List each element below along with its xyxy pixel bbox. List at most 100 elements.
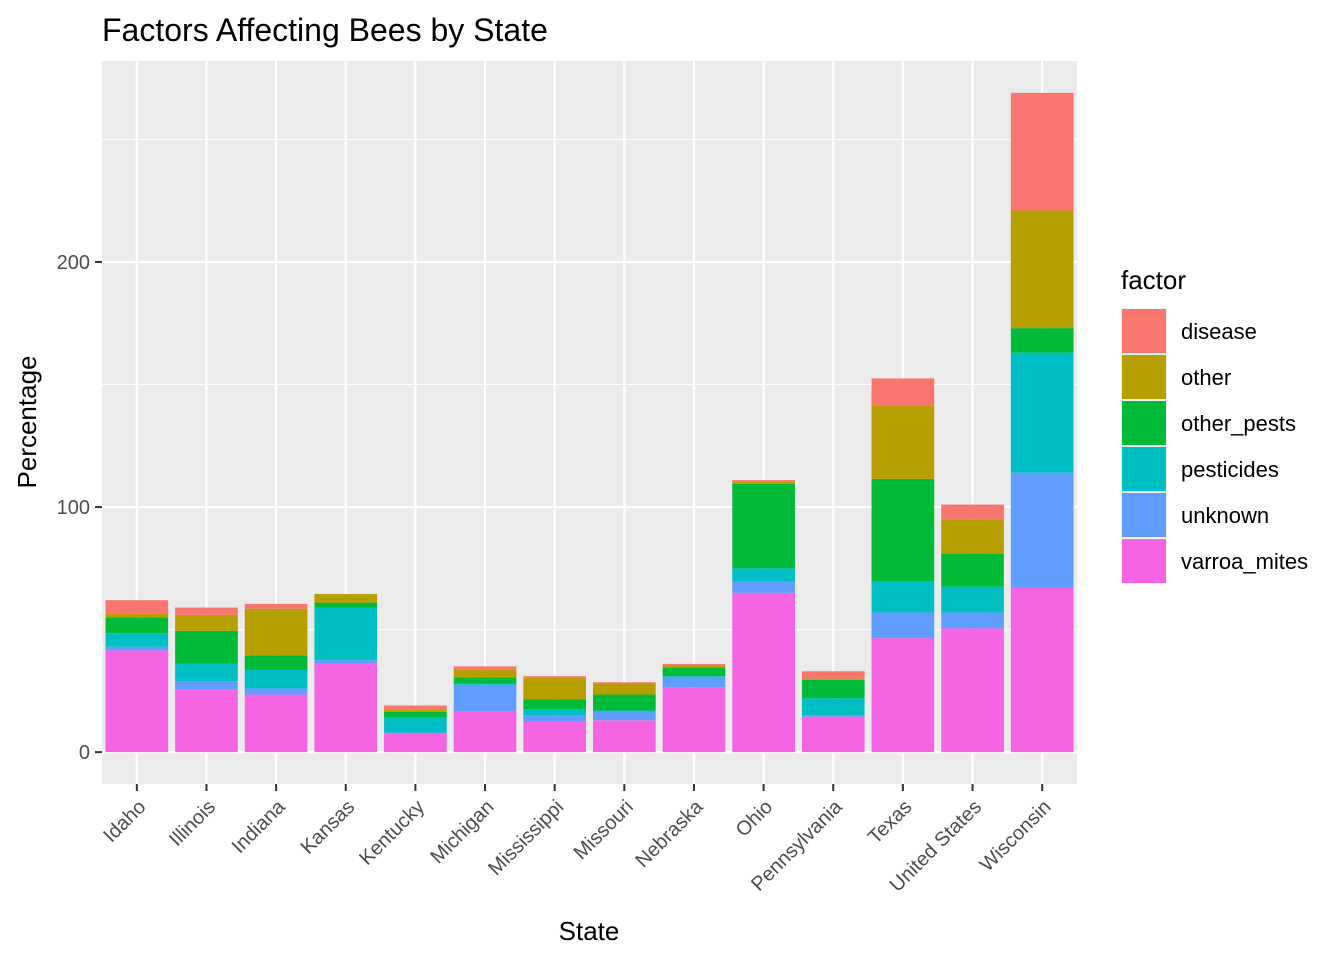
legend-swatch-disease bbox=[1122, 309, 1166, 353]
bar-segment-pesticides bbox=[592, 710, 656, 712]
bar-segment-other bbox=[314, 594, 378, 603]
bar-segment-disease bbox=[523, 676, 587, 678]
bar-segment-varroa_mites bbox=[732, 592, 795, 753]
bar-segment-pesticides bbox=[871, 581, 935, 613]
bar-segment-disease bbox=[384, 705, 447, 710]
bar-segment-unknown bbox=[244, 688, 308, 695]
bar-segment-other_pests bbox=[941, 553, 1004, 587]
x-tick-label: Kansas bbox=[297, 796, 360, 859]
bar-segment-pesticides bbox=[662, 676, 726, 678]
bar-segment-varroa_mites bbox=[384, 733, 447, 753]
legend-title: factor bbox=[1121, 265, 1186, 295]
bar-segment-other_pests bbox=[662, 667, 726, 677]
bar-segment-other bbox=[871, 405, 935, 479]
bar-segment-varroa_mites bbox=[592, 720, 656, 753]
y-tick-label: 100 bbox=[57, 497, 90, 519]
bar-segment-varroa_mites bbox=[801, 716, 865, 753]
bar-segment-varroa_mites bbox=[314, 663, 378, 753]
bar-segment-pesticides bbox=[453, 683, 517, 685]
bar-segment-unknown bbox=[592, 711, 656, 721]
bar-segment-other bbox=[1010, 210, 1074, 329]
legend-swatch-other bbox=[1122, 355, 1166, 399]
legend-label: disease bbox=[1181, 319, 1257, 344]
bar-segment-other_pests bbox=[175, 630, 238, 664]
bar-segment-disease bbox=[801, 671, 865, 679]
bar-segment-other bbox=[105, 613, 169, 618]
x-tick-label: Wisconsin bbox=[976, 796, 1056, 876]
bar-segment-pesticides bbox=[314, 607, 378, 661]
bar-segment-other_pests bbox=[314, 602, 378, 608]
bar-segment-other bbox=[732, 481, 795, 484]
bar-segment-other_pests bbox=[523, 699, 587, 710]
bar-segment-disease bbox=[871, 378, 935, 406]
legend-label: pesticides bbox=[1181, 457, 1279, 482]
bar-segment-unknown bbox=[314, 660, 378, 664]
bar-segment-other_pests bbox=[1010, 328, 1074, 353]
bar-segment-other bbox=[662, 665, 726, 668]
bar-segment-pesticides bbox=[244, 670, 308, 689]
bars bbox=[105, 92, 1074, 753]
bar-segment-unknown bbox=[941, 612, 1004, 629]
bar-segment-other_pests bbox=[592, 694, 656, 711]
y-axis-title: Percentage bbox=[12, 356, 42, 489]
legend-label: varroa_mites bbox=[1181, 549, 1308, 574]
bar-segment-other bbox=[941, 519, 1004, 554]
bar-segment-unknown bbox=[175, 681, 238, 690]
legend-swatch-pesticides bbox=[1122, 447, 1166, 491]
x-tick-label: Texas bbox=[864, 796, 917, 849]
bar-segment-other bbox=[453, 670, 517, 678]
y-axis: 0 100 200 bbox=[57, 252, 102, 764]
bar-segment-disease bbox=[244, 603, 308, 609]
x-tick-label: Missouri bbox=[570, 796, 638, 864]
bar-segment-varroa_mites bbox=[871, 638, 935, 753]
bar-segment-varroa_mites bbox=[105, 650, 169, 753]
bar-segment-unknown bbox=[732, 581, 795, 593]
bar-segment-other bbox=[592, 683, 656, 695]
bar-segment-other_pests bbox=[384, 711, 447, 718]
bar-segment-pesticides bbox=[1010, 352, 1074, 473]
bar-segment-disease bbox=[453, 666, 517, 671]
bar-segment-other_pests bbox=[871, 478, 935, 582]
bar-segment-varroa_mites bbox=[175, 689, 238, 753]
bar-segment-unknown bbox=[801, 715, 865, 717]
bar-segment-other_pests bbox=[801, 679, 865, 699]
x-tick-label: Illinois bbox=[165, 796, 220, 851]
legend-label: other_pests bbox=[1181, 411, 1296, 436]
x-tick-label: Kentucky bbox=[355, 796, 429, 870]
bar-segment-other bbox=[801, 678, 865, 680]
legend-swatch-varroa_mites bbox=[1122, 539, 1166, 583]
bar-segment-disease bbox=[941, 504, 1004, 520]
y-tick-label: 0 bbox=[79, 742, 90, 764]
bar-segment-disease bbox=[1010, 92, 1074, 211]
bar-segment-other bbox=[523, 677, 587, 700]
bar-segment-other bbox=[384, 709, 447, 712]
legend-label: other bbox=[1181, 365, 1231, 390]
bar-segment-unknown bbox=[662, 677, 726, 688]
x-tick-label: Idaho bbox=[99, 796, 150, 847]
bar-segment-varroa_mites bbox=[941, 628, 1004, 753]
bar-segment-pesticides bbox=[801, 698, 865, 716]
bar-segment-disease bbox=[105, 600, 169, 614]
bar-segment-unknown bbox=[384, 732, 447, 734]
bar-segment-unknown bbox=[871, 612, 935, 639]
bar-segment-varroa_mites bbox=[453, 711, 517, 753]
bar-segment-varroa_mites bbox=[1010, 587, 1074, 753]
x-tick-label: Indiana bbox=[228, 795, 291, 858]
bar-segment-disease bbox=[662, 663, 726, 666]
bar-segment-disease bbox=[592, 682, 656, 684]
x-axis-title: State bbox=[559, 916, 620, 946]
legend-swatch-other_pests bbox=[1122, 401, 1166, 445]
chart-title: Factors Affecting Bees by State bbox=[102, 12, 548, 48]
legend: factor disease other other_pests pesticides… bbox=[1121, 265, 1308, 584]
y-tick-label: 200 bbox=[57, 252, 90, 274]
bar-segment-varroa_mites bbox=[523, 721, 587, 753]
bar-segment-other_pests bbox=[732, 483, 795, 569]
x-tick-label: Mississippi bbox=[484, 796, 568, 880]
bar-segment-other_pests bbox=[105, 617, 169, 634]
bar-segment-disease bbox=[175, 607, 238, 615]
bar-segment-pesticides bbox=[105, 633, 169, 647]
legend-label: unknown bbox=[1181, 503, 1269, 528]
bar-segment-pesticides bbox=[523, 709, 587, 716]
bar-segment-pesticides bbox=[732, 568, 795, 582]
